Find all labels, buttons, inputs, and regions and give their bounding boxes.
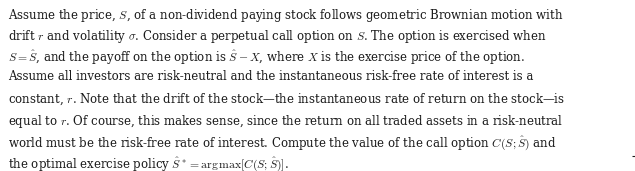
Text: equal to $r$. Of course, this makes sense, since the return on all traded assets: equal to $r$. Of course, this makes sens…	[8, 113, 564, 130]
Text: world must be the risk-free rate of interest. Compute the value of the call opti: world must be the risk-free rate of inte…	[8, 134, 557, 152]
Text: drift $r$ and volatility $\sigma$. Consider a perpetual call option on $S$. The : drift $r$ and volatility $\sigma$. Consi…	[8, 28, 547, 45]
Text: the optimal exercise policy $\hat{S}^* = \arg\max[C(S;\hat{S})]$.: the optimal exercise policy $\hat{S}^* =…	[8, 155, 289, 171]
Text: Assume all investors are risk-neutral and the instantaneous risk-free rate of in: Assume all investors are risk-neutral an…	[8, 70, 533, 83]
Text: constant, $r$. Note that the drift of the stock—the instantaneous rate of return: constant, $r$. Note that the drift of th…	[8, 92, 565, 107]
Text: $S = \hat{S}$, and the payoff on the option is $\hat{S} - X$, where $X$ is the e: $S = \hat{S}$, and the payoff on the opt…	[8, 49, 525, 68]
Text: Assume the price, $S$, of a non-dividend paying stock follows geometric Brownian: Assume the price, $S$, of a non-dividend…	[8, 7, 563, 24]
